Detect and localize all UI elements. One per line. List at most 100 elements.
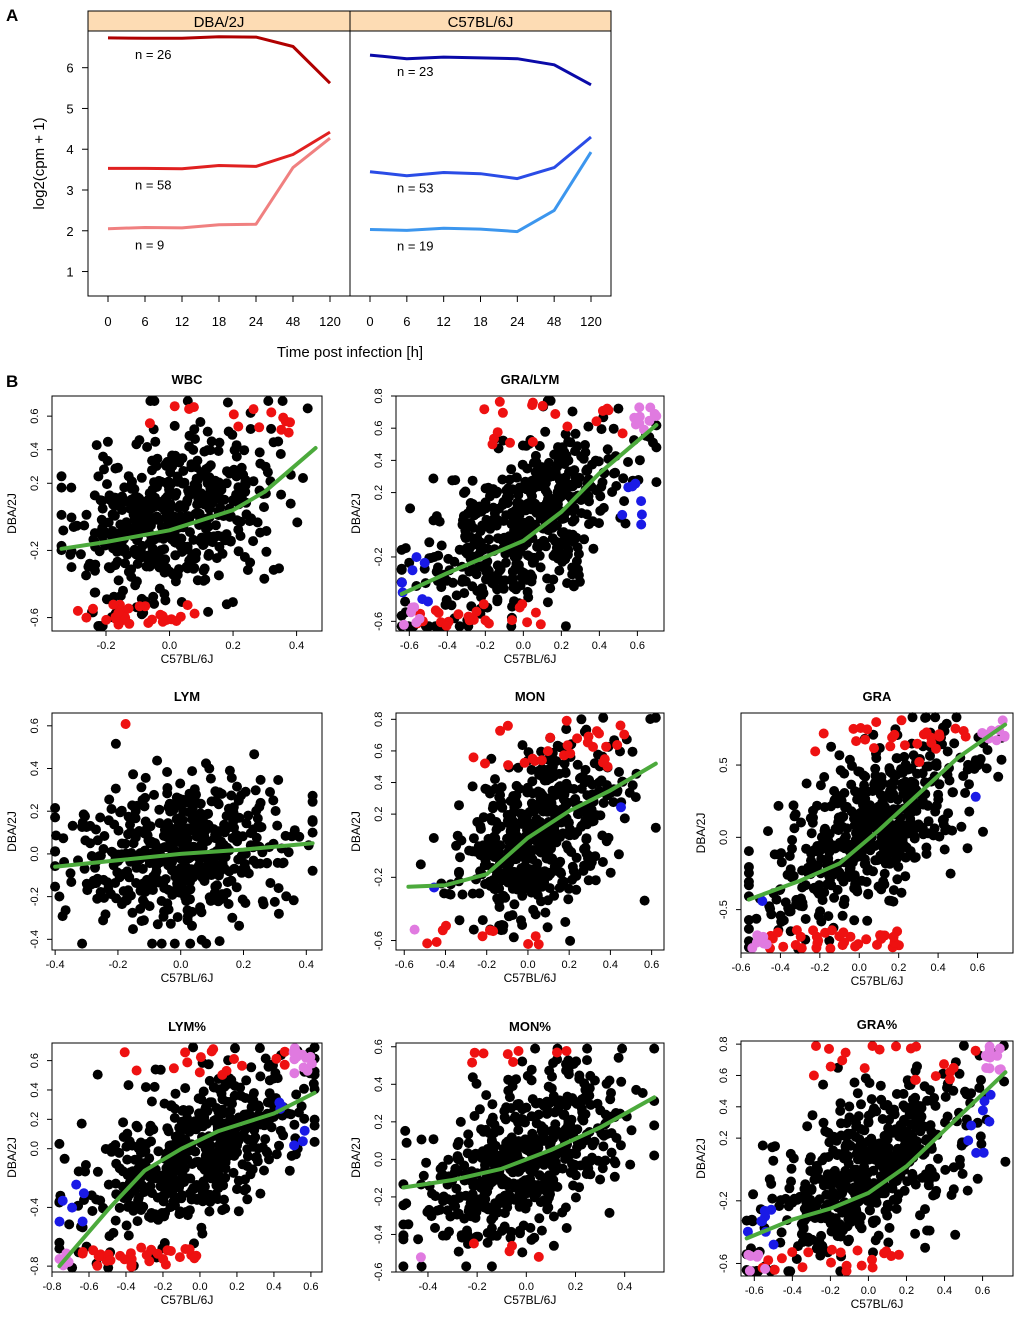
scatter-point [817,895,828,906]
scatter-point [572,759,583,770]
scatter-point [165,918,176,929]
x-tick-label: -0.2 [821,1285,840,1297]
scatter-point [789,811,800,822]
scatter-point [992,1050,1003,1061]
scatter-point [50,881,61,892]
scatter-point [220,1203,231,1214]
scatter-point [823,911,834,922]
scatter-point [535,619,546,630]
scatter-point [123,811,134,822]
scatter-point [96,514,107,525]
scatter-point [835,1098,846,1109]
scatter-point [834,750,845,761]
scatter-point [867,1262,878,1273]
y-tick-label: 0.2 [29,476,41,491]
scatter-point [813,910,824,921]
scatter-point [631,1084,642,1095]
scatter-y-label: DBA/2J [694,1138,708,1179]
scatter-point [778,941,789,952]
scatter-point [540,426,551,437]
scatter-point [274,1140,284,1151]
scatter-point [436,540,447,551]
scatter-point [651,442,662,453]
scatter-point [467,1189,478,1200]
scatter-point [531,1135,542,1146]
scatter-point [299,1125,310,1136]
scatter-point [272,820,283,831]
scatter-point [206,436,217,447]
scatter-point [185,894,195,905]
scatter-point [421,1157,432,1168]
scatter-point [398,1261,409,1272]
scatter-point [110,783,121,794]
scatter-point [516,1113,527,1124]
scatter-point [268,795,279,806]
scatter-point [869,743,879,754]
scatter-point [825,943,836,954]
scatter-point [151,511,162,522]
scatter-point [214,437,225,448]
scatter-point [649,1150,660,1161]
scatter-point [513,1125,524,1136]
scatter-point [264,1154,274,1165]
scatter-point [850,941,861,952]
scatter-point [101,614,112,625]
series-label-0-2: n = 9 [135,238,164,253]
scatter-point [498,583,509,594]
scatter-point [439,888,450,899]
scatter-point [580,440,590,450]
scatter-point [920,1204,930,1215]
scatter-point [92,1166,103,1177]
scatter-point [820,927,831,938]
scatter-point [197,1187,208,1198]
scatter-point [550,1119,561,1130]
y-tick-label: 0.2 [718,1130,730,1145]
scatter-point [593,456,604,467]
scatter-point [113,825,124,836]
scatter-point [233,421,244,432]
x-tick-label: 0.6 [630,640,645,652]
y-tick-label: -0.6 [29,608,41,627]
scatter-point [522,782,533,793]
scatter-point [269,896,280,907]
scatter-point [929,1093,940,1103]
scatter-point [262,1097,273,1108]
scatter-point [933,1153,943,1164]
scatter-point [558,1147,569,1158]
scatter-point [222,397,233,408]
scatter-point [478,1048,489,1059]
scatter-point [476,537,486,548]
scatter-point [170,1180,180,1191]
scatter-point [801,778,812,789]
scatter-point [509,899,520,910]
scatter-point [132,558,143,569]
scatter-point [491,1230,502,1241]
scatter-point [570,428,581,439]
scatter-point [449,1167,460,1178]
scatter-point [110,738,121,749]
scatter-point [584,1083,595,1094]
scatter-point [542,1104,553,1115]
scatter-point [422,1207,433,1217]
scatter-point [163,904,174,915]
scatter-point [563,1055,574,1066]
scatter-point [279,1059,290,1070]
scatter-point [145,1123,156,1134]
scatter-point [211,1103,222,1113]
scatter-point [200,1104,211,1115]
scatter-point [823,853,834,864]
scatter-point [481,1172,492,1183]
scatter-point [285,498,296,509]
scatter-point [138,915,149,926]
scatter-point [262,467,273,478]
scatter-point [531,835,541,846]
scatter-point [186,1194,197,1205]
loess-line [406,761,658,889]
scatter-point [520,476,531,487]
scatter-point [440,599,451,610]
scatter-point [545,1137,556,1148]
scatter-point [595,505,606,516]
scatter-point [892,853,903,864]
scatter-panel-mon-: MON%-0.4 -0.2 0.0 0.2 0.4-0.6-0.4-0.20.00.20… [349,1019,665,1307]
scatter-point [550,409,561,419]
